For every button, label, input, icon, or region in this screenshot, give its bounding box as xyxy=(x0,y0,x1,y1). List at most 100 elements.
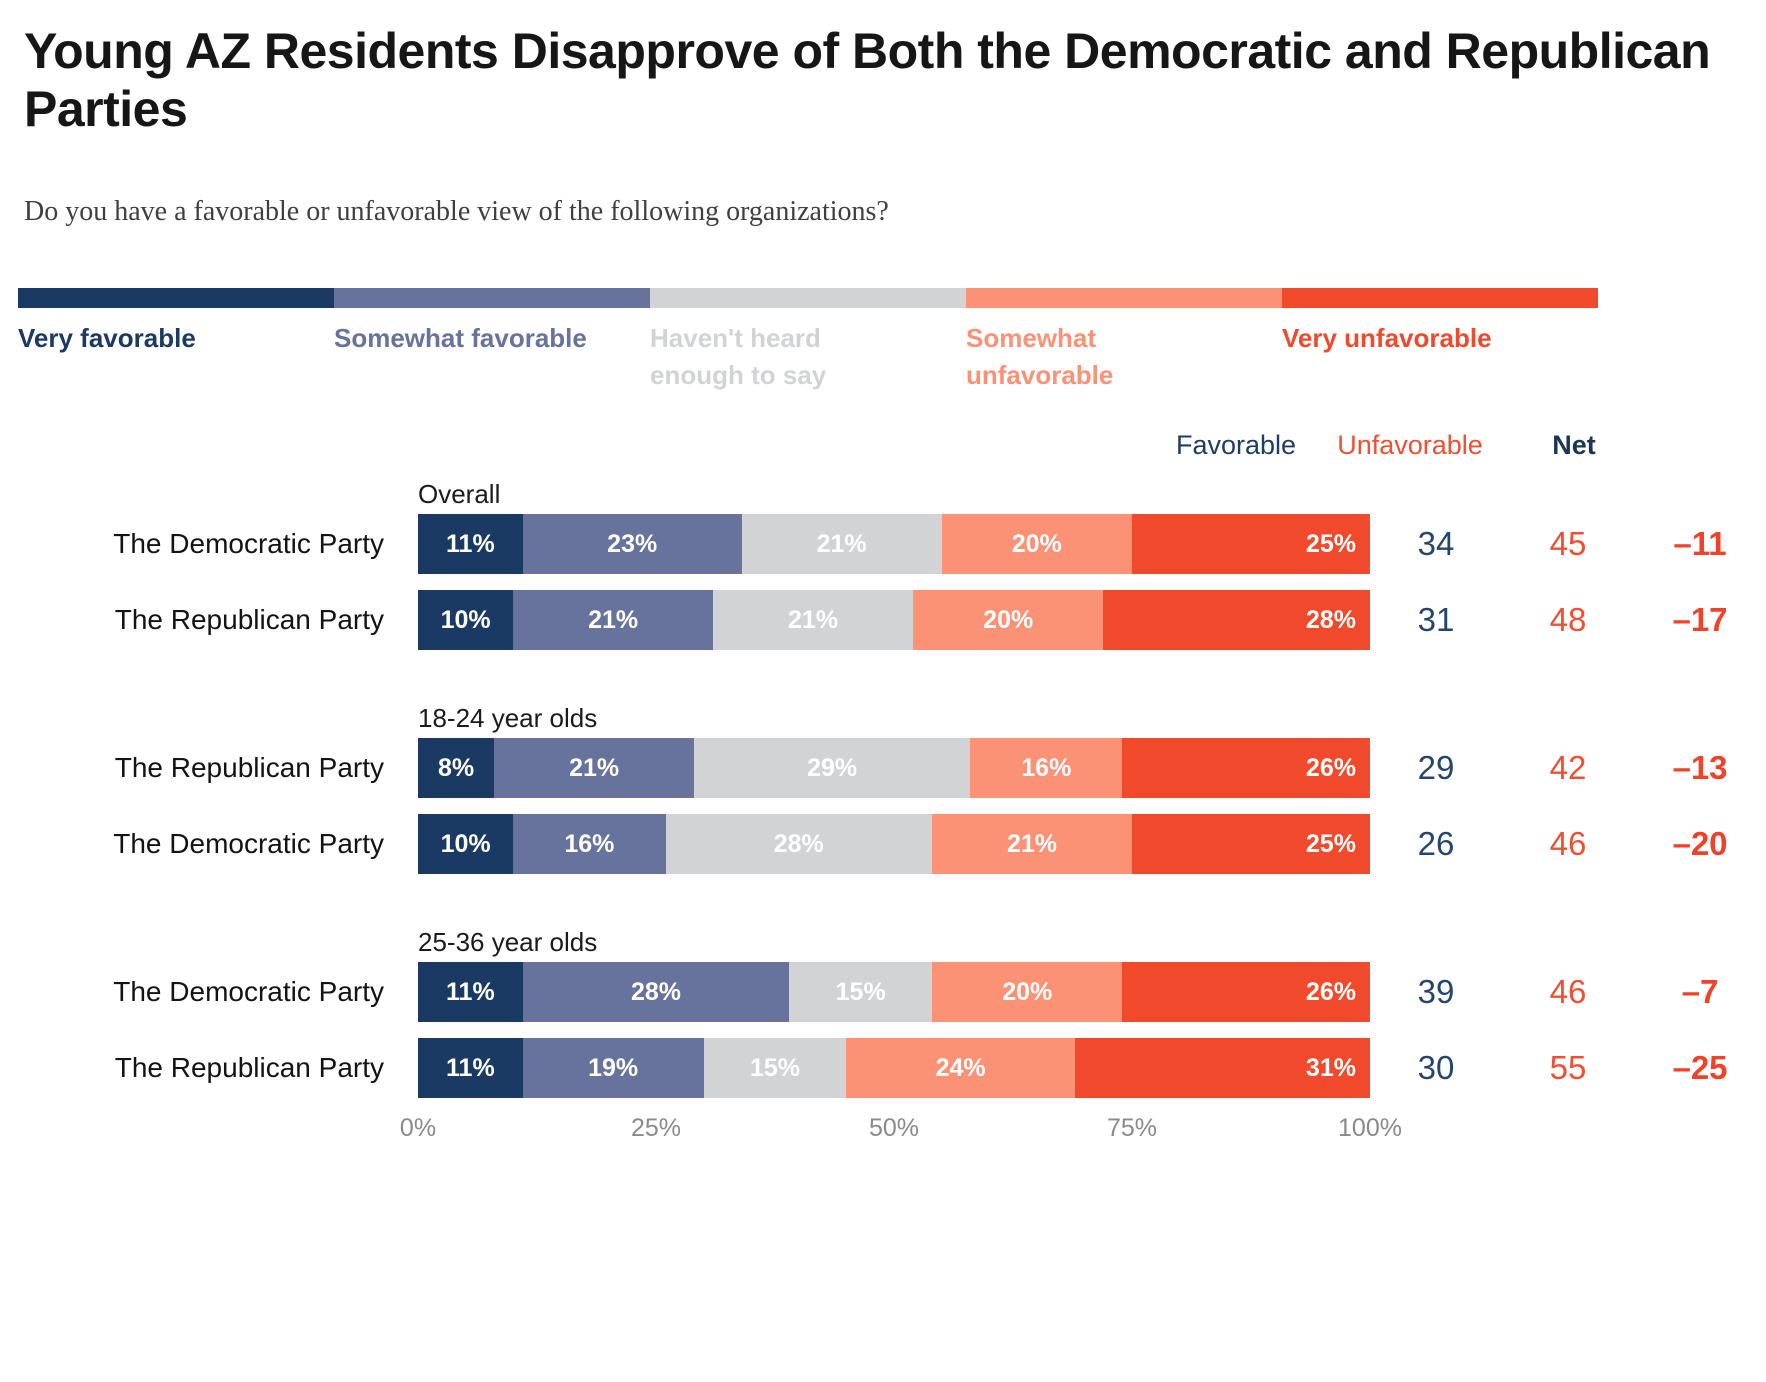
chart-row: The Republican Party 11% 19% 15% 24% 31% 30 55 –… xyxy=(0,1038,1766,1098)
bar-segment: 23% xyxy=(522,514,742,574)
bar-segment: 21% xyxy=(713,590,913,650)
stacked-bar: 11% 23% 21% 20% 25% xyxy=(418,514,1370,574)
bar-segment: 21% xyxy=(741,514,942,574)
favorable-value: 31 xyxy=(1417,601,1455,638)
legend-item: Somewhat favorable xyxy=(334,288,650,394)
legend-label: Somewhat favorable xyxy=(334,323,587,353)
row-category-label: The Democratic Party xyxy=(113,976,384,1007)
bar-segment: 10% xyxy=(418,814,514,874)
row-category-label: The Democratic Party xyxy=(113,828,384,859)
unfavorable-value: 55 xyxy=(1549,1049,1587,1086)
legend-item: Very unfavorable xyxy=(1282,288,1598,394)
bar-segment: 25% xyxy=(1131,514,1370,574)
group-spacer xyxy=(0,666,1766,698)
favorable-value: 39 xyxy=(1417,973,1455,1010)
stacked-bar: 11% 19% 15% 24% 31% xyxy=(418,1038,1370,1098)
chart-row: The Democratic Party 11% 28% 15% 20% 26% 39 46 –… xyxy=(0,962,1766,1022)
legend-item: Very favorable xyxy=(18,288,334,394)
stacked-bar: 10% 16% 28% 21% 25% xyxy=(418,814,1370,874)
bar-segment: 25% xyxy=(1131,814,1370,874)
column-header-net: Net xyxy=(1552,430,1596,460)
row-category-label: The Republican Party xyxy=(114,752,384,783)
bar-segment: 11% xyxy=(418,514,523,574)
bar-segment: 29% xyxy=(694,738,971,798)
x-axis-tick: 75% xyxy=(1106,1114,1158,1142)
net-value: –7 xyxy=(1681,973,1719,1010)
bar-segment: 16% xyxy=(513,814,666,874)
bar-segment: 11% xyxy=(418,962,523,1022)
unfavorable-value: 48 xyxy=(1549,601,1587,638)
bar-segment: 31% xyxy=(1074,1038,1370,1098)
bar-segment: 15% xyxy=(789,962,933,1022)
page-title: Young AZ Residents Disapprove of Both th… xyxy=(24,23,1711,137)
legend-item: Somewhat unfavorable xyxy=(966,288,1282,394)
x-axis-tick: 0% xyxy=(399,1114,437,1142)
favorable-value: 29 xyxy=(1417,749,1455,786)
favorable-value: 26 xyxy=(1417,825,1455,862)
stacked-bar: 8% 21% 29% 16% 26% xyxy=(418,738,1370,798)
legend-label: Haven't heard enough to say xyxy=(650,323,827,390)
legend-swatch xyxy=(18,288,334,308)
bar-segment: 21% xyxy=(513,590,714,650)
footer: nextgen america DATA FOR PROGRESS ID: HP… xyxy=(0,1252,1766,1382)
bar-segment: 28% xyxy=(522,962,790,1022)
stacked-bar: 11% 28% 15% 20% 26% xyxy=(418,962,1370,1022)
legend-swatch xyxy=(966,288,1282,308)
group-label: Overall xyxy=(418,479,501,509)
favorable-value: 30 xyxy=(1417,1049,1455,1086)
bar-segment: 21% xyxy=(932,814,1132,874)
row-category-label: The Democratic Party xyxy=(113,528,384,559)
bar-segment: 10% xyxy=(418,590,514,650)
x-axis: 0% 25% 50% 75% 100% xyxy=(400,1114,1402,1154)
bar-segment: 20% xyxy=(932,962,1123,1022)
bar-segment: 26% xyxy=(1122,738,1370,798)
chart-body: Favorable Unfavorable Net Overall The Dem… xyxy=(0,430,1766,1154)
stacked-bar: 10% 21% 21% 20% 28% xyxy=(418,590,1370,650)
column-header-unfavorable: Unfavorable xyxy=(1337,430,1483,460)
legend-item: Haven't heard enough to say xyxy=(650,288,966,394)
bar-segment: 20% xyxy=(913,590,1104,650)
column-headers: Favorable Unfavorable Net xyxy=(0,430,1766,474)
chart-legend: Very favorable Somewhat favorable Haven't … xyxy=(18,288,1766,394)
chart-row: The Republican Party 8% 21% 29% 16% 26% 29 42 –1… xyxy=(0,738,1766,798)
chart-groups: Overall The Democratic Party 11% 23% 21% 20% 2… xyxy=(0,474,1766,1098)
net-value: –17 xyxy=(1672,601,1728,638)
legend-label: Somewhat unfavorable xyxy=(966,323,1114,390)
net-value: –25 xyxy=(1672,1049,1728,1086)
bar-segment: 24% xyxy=(846,1038,1075,1098)
net-value: –11 xyxy=(1673,525,1727,562)
group-spacer xyxy=(0,890,1766,922)
unfavorable-value: 42 xyxy=(1549,749,1587,786)
page-subtitle: Do you have a favorable or unfavorable v… xyxy=(24,196,889,227)
group-label: 25-36 year olds xyxy=(418,927,598,957)
bar-segment: 19% xyxy=(522,1038,704,1098)
legend-swatch xyxy=(650,288,966,308)
net-value: –13 xyxy=(1672,749,1728,786)
legend-label: Very unfavorable xyxy=(1282,323,1492,353)
unfavorable-value: 45 xyxy=(1549,525,1587,562)
legend-label: Very favorable xyxy=(18,323,196,353)
chart-row: The Democratic Party 11% 23% 21% 20% 25% 34 45 –… xyxy=(0,514,1766,574)
favorable-value: 34 xyxy=(1417,525,1455,562)
unfavorable-value: 46 xyxy=(1549,825,1587,862)
bar-segment: 26% xyxy=(1122,962,1370,1022)
chart-row: The Republican Party 10% 21% 21% 20% 28% 31 48–… xyxy=(0,590,1766,650)
bar-segment: 28% xyxy=(665,814,933,874)
row-category-label: The Republican Party xyxy=(114,1052,384,1083)
legend-swatch xyxy=(1282,288,1598,308)
bar-segment: 11% xyxy=(418,1038,523,1098)
net-value: –20 xyxy=(1672,825,1728,862)
x-axis-tick: 25% xyxy=(630,1114,682,1142)
column-header-favorable: Favorable xyxy=(1175,430,1297,460)
bar-segment: 20% xyxy=(941,514,1132,574)
bar-segment: 15% xyxy=(703,1038,847,1098)
bar-segment: 16% xyxy=(970,738,1123,798)
row-category-label: The Republican Party xyxy=(114,604,384,635)
x-axis-tick: 100% xyxy=(1338,1114,1402,1142)
bar-segment: 28% xyxy=(1103,590,1370,650)
legend-swatch xyxy=(334,288,650,308)
x-axis-tick: 50% xyxy=(868,1114,920,1142)
bar-segment: 8% xyxy=(418,738,495,798)
group-label: 18-24 year olds xyxy=(418,703,598,733)
